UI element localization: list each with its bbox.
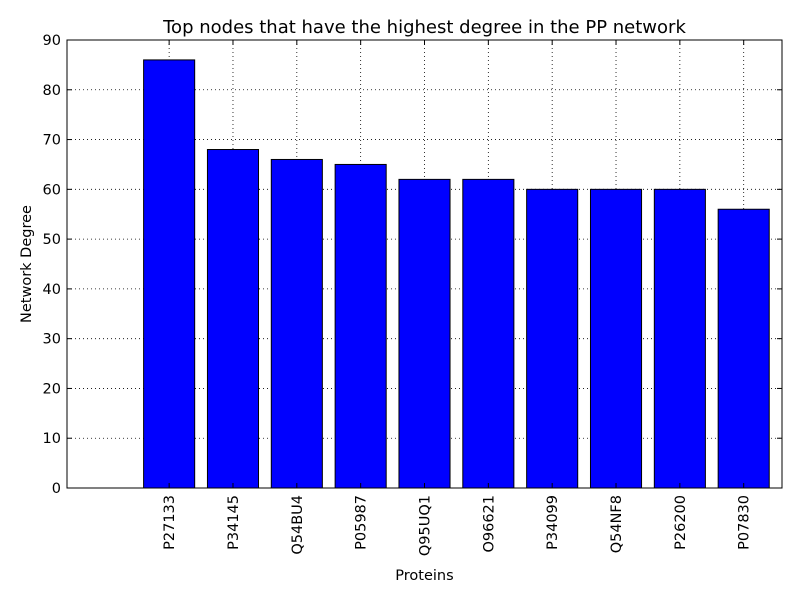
x-tick-label: O96621	[481, 495, 497, 553]
x-tick-label: Q54BU4	[290, 495, 306, 555]
chart-title: Top nodes that have the highest degree i…	[162, 17, 686, 38]
y-tick-label: 10	[43, 431, 61, 447]
y-tick-label: 90	[43, 33, 61, 49]
y-tick-label: 60	[43, 182, 61, 198]
bar-Q54BU4	[270, 158, 323, 489]
bar-P05987	[334, 163, 387, 489]
x-tick-label: P27133	[162, 495, 178, 550]
bar-P34145	[206, 149, 260, 489]
y-tick-label: 30	[43, 332, 61, 348]
x-tick-label: Q54NF8	[609, 495, 625, 553]
axis-ticks: 0 10 20 30 40 50 60 70 80 90 P27133 P34145 Q54BU4 P05…	[43, 33, 782, 556]
x-tick-label: P05987	[354, 495, 370, 550]
y-tick-label: 80	[43, 83, 61, 99]
bar-P07830	[717, 208, 770, 489]
y-tick-label: 70	[43, 133, 61, 149]
y-tick-label: 20	[43, 381, 61, 397]
x-tick-label: P34099	[545, 495, 561, 550]
bars	[143, 59, 770, 489]
y-tick-label: 50	[43, 232, 61, 248]
x-tick-label: P07830	[737, 495, 753, 550]
y-tick-label: 40	[43, 282, 61, 298]
bar-Q95UQ1	[398, 178, 451, 489]
bar-P27133	[143, 59, 196, 489]
bar-O96621	[462, 178, 515, 489]
y-tick-label: 0	[52, 481, 61, 497]
y-axis-label: Network Degree	[19, 205, 35, 323]
x-tick-label: P34145	[226, 495, 242, 550]
x-tick-label: Q95UQ1	[418, 495, 434, 556]
bar-Q54NF8	[589, 188, 643, 489]
x-axis-label: Proteins	[395, 568, 453, 584]
bar-P34099	[526, 188, 579, 489]
bar-P26200	[653, 188, 706, 489]
x-tick-label: P26200	[673, 495, 689, 550]
